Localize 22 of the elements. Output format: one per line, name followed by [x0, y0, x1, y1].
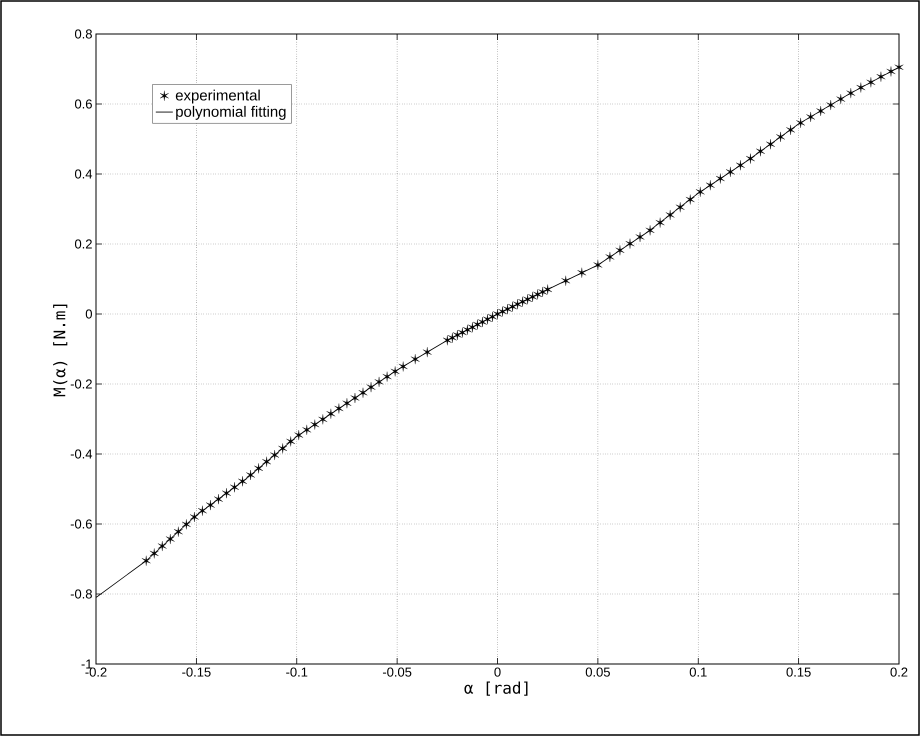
- y-tick-label: 0: [86, 309, 92, 319]
- y-axis-title: M(α) [N.m]: [53, 304, 68, 396]
- y-tick-label: 0.8: [74, 29, 92, 39]
- y-tick-label: 0.6: [74, 99, 92, 109]
- x-tick-label: 0.05: [586, 668, 610, 677]
- y-tick-label: -1: [82, 660, 92, 668]
- x-tick-label: 0.15: [786, 668, 811, 677]
- y-tick-label: -0.6: [70, 519, 92, 529]
- y-tick-label: 0.2: [74, 239, 92, 249]
- x-tick-label: -0.1: [286, 668, 308, 677]
- y-tick-label: -0.4: [70, 449, 92, 459]
- x-tick-label: 0: [494, 668, 501, 677]
- x-tick-label: 0.1: [690, 668, 707, 677]
- x-tick-label: -0.15: [182, 668, 211, 677]
- x-axis-title: α [rad]: [464, 682, 528, 696]
- y-tick-label: -0.2: [70, 379, 92, 389]
- y-tick-label: 0.4: [74, 169, 92, 179]
- legend-label: experimental: [176, 90, 260, 104]
- legend-label: polynomial fitting: [176, 106, 286, 120]
- x-tick-label: 0.2: [890, 668, 908, 677]
- y-tick-label: -0.8: [70, 589, 92, 599]
- x-tick-label: -0.05: [382, 668, 412, 677]
